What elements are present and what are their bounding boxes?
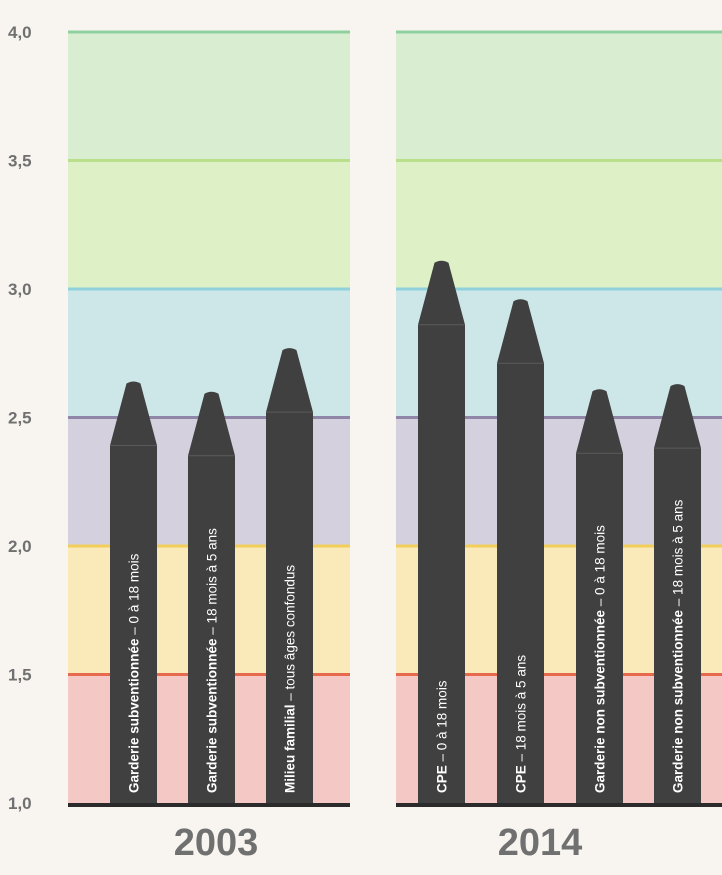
bar-label-bold: Garderie subventionnée xyxy=(205,638,220,793)
y-tick-label: 3,5 xyxy=(8,152,32,171)
year-label-2003: 2003 xyxy=(174,822,259,864)
y-tick-label: 4,0 xyxy=(8,23,32,42)
bar-label: Garderie subventionnée – 18 mois à 5 ans xyxy=(205,528,220,793)
y-tick-label: 1,5 xyxy=(8,666,32,685)
y-tick-label: 3,0 xyxy=(8,280,32,299)
bar-2014-1 xyxy=(497,299,544,803)
bar-label-bold: CPE xyxy=(514,765,529,793)
zone-1-4 xyxy=(396,160,722,289)
gridline-1-4 xyxy=(396,159,722,162)
bar-label-bold: Garderie non subventionnée xyxy=(671,609,686,793)
zone-0-4 xyxy=(68,160,350,289)
y-axis-ticks: 1,0 1,5 2,0 2,5 3,0 3,5 4,0 xyxy=(8,23,32,813)
zone-1-5 xyxy=(396,32,722,161)
y-tick-label: 1,0 xyxy=(8,794,32,813)
bar-label-bold: Garderie subventionnée xyxy=(127,638,142,793)
bar-label: CPE – 18 mois à 5 ans xyxy=(514,655,529,793)
gridline-1-1 xyxy=(396,544,722,548)
bar-2014-2 xyxy=(576,389,623,803)
bar-label: Garderie subventionnée – 0 à 18 mois xyxy=(127,553,142,793)
bar-label-bold: Milieu familial xyxy=(283,704,298,793)
bar-label-rest: – 0 à 18 mois xyxy=(435,680,450,765)
bar-label-rest: – 18 mois à 5 ans xyxy=(514,655,529,766)
gridline-0-3 xyxy=(68,287,350,291)
gridline-1-2 xyxy=(396,416,722,419)
bar-2014-3 xyxy=(654,384,701,803)
bar-2003-0 xyxy=(110,381,157,803)
baseline-1 xyxy=(396,803,722,807)
bar-label-rest: – tous âges confondus xyxy=(283,565,298,705)
year-labels: 2003 2014 xyxy=(174,822,583,864)
zone-0-5 xyxy=(68,32,350,161)
bar-2003-2 xyxy=(266,348,313,803)
bar-label: Milieu familial – tous âges confondus xyxy=(283,565,298,793)
bar-label-bold: CPE xyxy=(435,765,450,793)
bar-label: Garderie non subventionnée – 0 à 18 mois xyxy=(593,525,608,793)
bars: Garderie subventionnée – 0 à 18 moisGard… xyxy=(110,260,701,804)
gridline-1-5 xyxy=(396,30,722,34)
bar-label: Garderie non subventionnée – 18 mois à 5… xyxy=(671,499,686,793)
bar-2003-1 xyxy=(188,391,235,803)
baseline-0 xyxy=(68,803,350,807)
y-tick-label: 2,5 xyxy=(8,409,32,428)
bar-label: CPE – 0 à 18 mois xyxy=(435,680,450,793)
year-label-2014: 2014 xyxy=(498,822,583,864)
bar-label-bold: Garderie non subventionnée xyxy=(593,609,608,793)
gridline-1-0 xyxy=(396,673,722,676)
gridline-0-5 xyxy=(68,30,350,34)
gridline-1-3 xyxy=(396,287,722,291)
background-zones xyxy=(68,30,722,807)
bar-2014-0 xyxy=(418,260,465,804)
bar-label-rest: – 0 à 18 mois xyxy=(593,525,608,610)
gridline-0-4 xyxy=(68,159,350,162)
bar-label-rest: – 18 mois à 5 ans xyxy=(205,528,220,639)
bar-label-rest: – 18 mois à 5 ans xyxy=(671,499,686,610)
bar-label-rest: – 0 à 18 mois xyxy=(127,553,142,638)
y-tick-label: 2,0 xyxy=(8,537,32,556)
